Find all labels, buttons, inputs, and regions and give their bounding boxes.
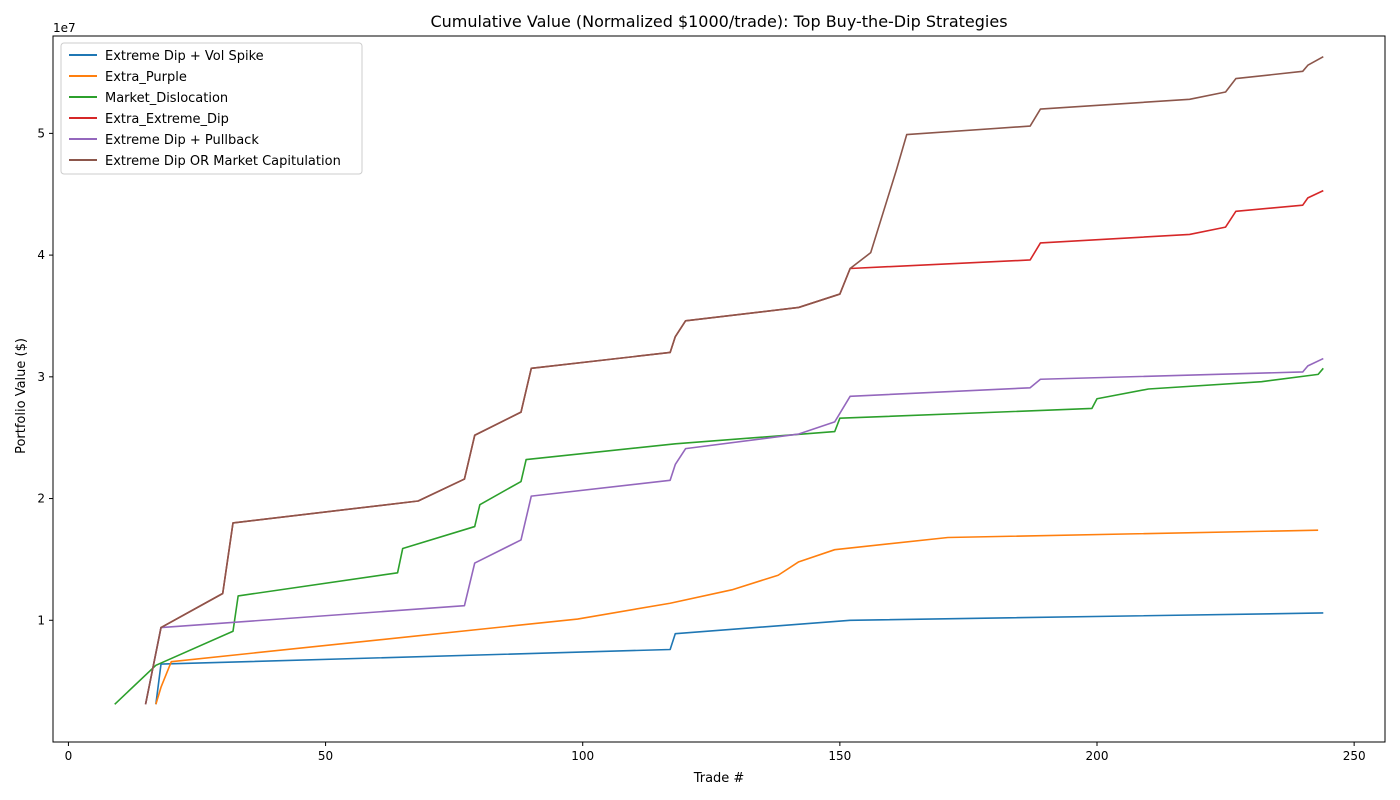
plot-frame [52,35,1386,743]
y-tick-label: 2 [37,492,45,506]
x-tick-label: 100 [571,749,594,763]
y-axis-offset-label: 1e7 [53,21,76,35]
legend-label: Extreme Dip OR Market Capitulation [105,154,341,169]
legend-label: Market_Dislocation [105,91,228,106]
legend-label: Extreme Dip + Vol Spike [105,49,264,64]
plot-lines [114,55,1324,705]
x-tick-label: 150 [828,749,851,763]
legend-label: Extra_Purple [105,70,187,85]
y-tick-label: 4 [37,248,45,262]
y-tick-label: 3 [37,370,45,384]
x-axis: 0 50 100 150 200 250 [65,742,1366,763]
series-line-0 [155,612,1324,705]
legend-box [60,42,363,175]
y-axis: 1 2 3 4 5 [37,126,53,627]
y-tick-label: 1 [37,613,45,627]
series-line-4 [144,357,1324,705]
series-line-1 [155,529,1319,705]
series-line-5 [144,55,1324,705]
legend-label: Extreme Dip + Pullback [105,133,259,148]
x-axis-title: Trade # [693,771,745,786]
x-tick-label: 200 [1086,749,1109,763]
y-tick-label: 5 [37,126,45,140]
x-tick-label: 0 [65,749,73,763]
legend-label: Extra_Extreme_Dip [105,112,229,127]
y-axis-title: Portfolio Value ($) [14,338,29,454]
chart-title: Cumulative Value (Normalized $1000/trade… [430,12,1007,31]
x-tick-label: 50 [318,749,333,763]
legend: Extreme Dip + Vol Spike Extra_Purple Marke… [60,42,363,175]
x-tick-label: 250 [1343,749,1366,763]
series-line-2 [114,367,1324,705]
